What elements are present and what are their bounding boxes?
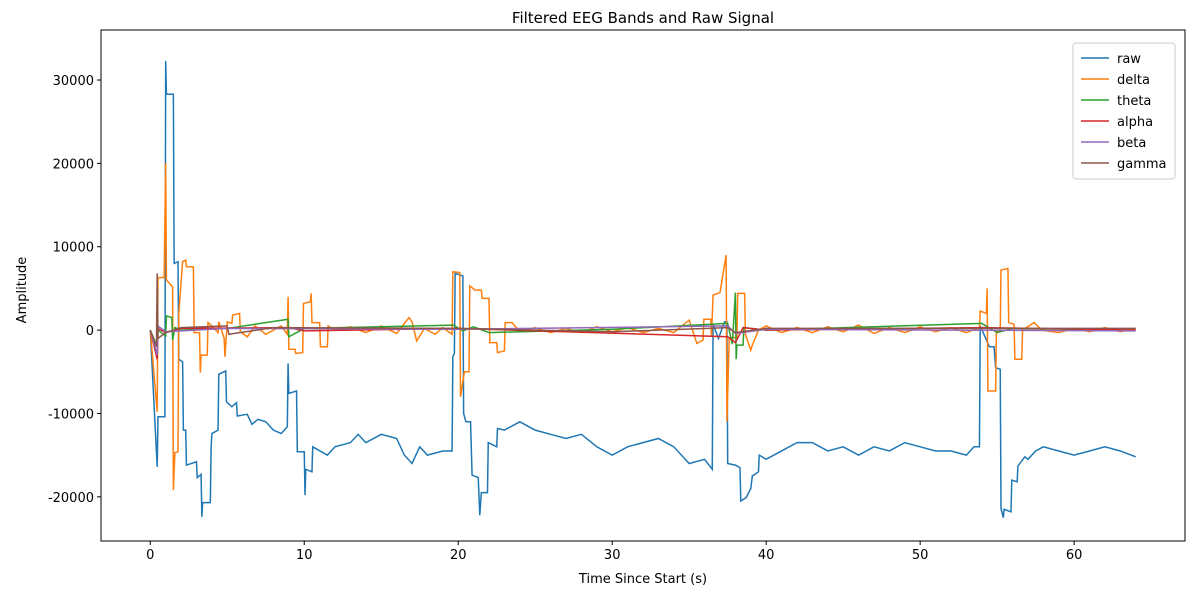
- x-tick-label: 50: [912, 548, 929, 563]
- x-tick-label: 30: [604, 548, 621, 563]
- series-line: [149, 324, 1136, 356]
- y-tick-label: 20000: [53, 157, 94, 172]
- y-tick-label: -20000: [48, 491, 94, 506]
- y-tick-label: -10000: [48, 407, 94, 422]
- legend-box: [1072, 42, 1176, 180]
- series-line: [149, 60, 1136, 518]
- y-tick-label: 0: [86, 324, 94, 339]
- x-tick-label: 60: [1066, 548, 1083, 563]
- legend-label: theta: [1117, 94, 1151, 109]
- legend-label: alpha: [1117, 115, 1153, 130]
- y-tick-label: 30000: [53, 74, 94, 89]
- plot-frame: [100, 29, 1186, 542]
- x-axis-label: Time Since Start (s): [578, 572, 707, 587]
- series-line: [149, 273, 1136, 348]
- x-tick-label: 0: [146, 548, 154, 563]
- x-tick-label: 10: [296, 548, 313, 563]
- series-line: [149, 163, 1136, 491]
- legend-label: beta: [1117, 136, 1146, 151]
- chart-title: Filtered EEG Bands and Raw Signal: [512, 9, 774, 27]
- legend-label: raw: [1117, 52, 1141, 67]
- legend-label: gamma: [1117, 157, 1167, 172]
- legend-label: delta: [1117, 73, 1150, 88]
- y-axis-label: Amplitude: [15, 257, 30, 324]
- x-tick-label: 40: [758, 548, 775, 563]
- x-tick-label: 20: [450, 548, 467, 563]
- y-tick-label: 10000: [53, 241, 94, 256]
